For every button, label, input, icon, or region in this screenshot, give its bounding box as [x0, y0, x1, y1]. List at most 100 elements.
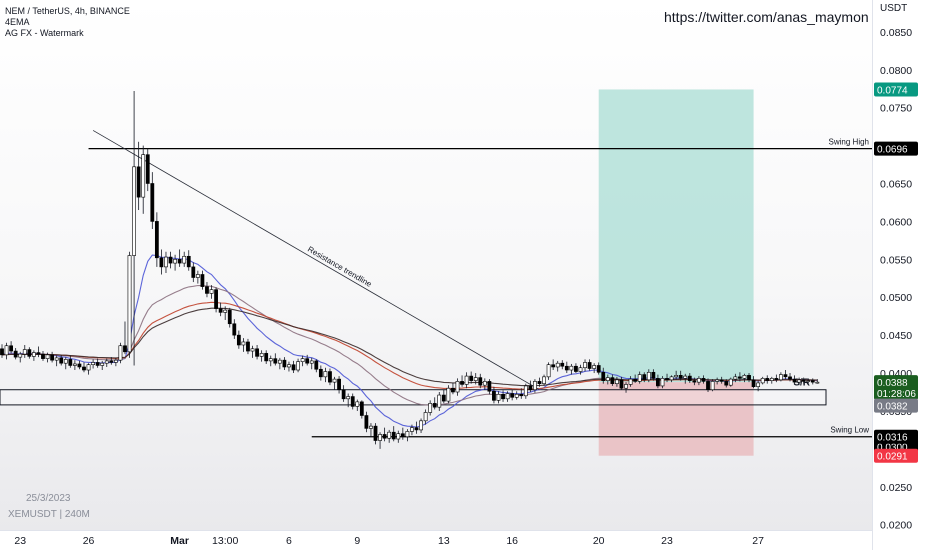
- candle-body[interactable]: [31, 352, 36, 357]
- candle-body[interactable]: [747, 375, 751, 381]
- candle-body[interactable]: [446, 387, 451, 402]
- candle-body[interactable]: [482, 381, 487, 386]
- candle-body[interactable]: [232, 323, 237, 336]
- candle-body[interactable]: [756, 382, 761, 387]
- indicator-ema-legend[interactable]: 4EMA: [5, 17, 30, 27]
- candle-body[interactable]: [788, 376, 792, 380]
- candle-body[interactable]: [382, 434, 387, 439]
- candle-body[interactable]: [674, 375, 679, 378]
- candle-body[interactable]: [22, 349, 27, 355]
- candle-body[interactable]: [396, 433, 401, 440]
- candle-body[interactable]: [523, 385, 528, 397]
- candle-body[interactable]: [364, 415, 369, 429]
- candle-body[interactable]: [637, 374, 642, 382]
- candle-body[interactable]: [191, 266, 196, 278]
- candle-body[interactable]: [255, 348, 259, 357]
- candle-body[interactable]: [533, 381, 537, 391]
- candle-body[interactable]: [669, 376, 674, 381]
- candle-body[interactable]: [733, 376, 738, 380]
- candle-body[interactable]: [683, 375, 688, 379]
- candle-body[interactable]: [469, 375, 474, 381]
- candle-body[interactable]: [186, 255, 191, 268]
- candle-body[interactable]: [806, 380, 811, 382]
- candle-body[interactable]: [205, 286, 209, 294]
- candle-body[interactable]: [45, 354, 50, 359]
- candle-body[interactable]: [815, 381, 820, 384]
- candle-body[interactable]: [209, 289, 214, 294]
- candle-body[interactable]: [168, 256, 173, 264]
- candle-body[interactable]: [605, 377, 610, 381]
- candle-body[interactable]: [391, 431, 396, 440]
- candle-body[interactable]: [596, 365, 601, 373]
- candle-body[interactable]: [615, 379, 619, 384]
- candle-body[interactable]: [227, 309, 232, 325]
- candle-body[interactable]: [350, 396, 355, 407]
- candle-body[interactable]: [236, 334, 241, 346]
- candle-body[interactable]: [145, 154, 150, 184]
- candle-body[interactable]: [492, 390, 496, 401]
- candle-body[interactable]: [587, 362, 592, 369]
- candle-body[interactable]: [792, 378, 797, 383]
- candle-body[interactable]: [309, 360, 314, 364]
- candle-body[interactable]: [551, 364, 556, 368]
- ema-4-line[interactable]: [1, 307, 818, 387]
- candle-body[interactable]: [328, 371, 332, 383]
- candle-body[interactable]: [355, 401, 360, 407]
- candle-body[interactable]: [710, 381, 715, 391]
- candle-body[interactable]: [555, 362, 560, 368]
- candle-body[interactable]: [432, 403, 437, 408]
- candle-body[interactable]: [797, 379, 802, 383]
- candle-body[interactable]: [273, 358, 278, 364]
- candle-body[interactable]: [701, 378, 706, 382]
- indicator-watermark-legend[interactable]: AG FX - Watermark: [5, 28, 84, 38]
- candle-body[interactable]: [141, 154, 146, 198]
- candle-body[interactable]: [346, 396, 351, 400]
- candle-body[interactable]: [118, 345, 123, 361]
- candle-body[interactable]: [460, 381, 464, 385]
- candle-body[interactable]: [473, 377, 478, 381]
- candle-body[interactable]: [373, 425, 378, 441]
- candle-body[interactable]: [692, 380, 697, 383]
- sr-zone-box[interactable]: [0, 389, 827, 406]
- candle-body[interactable]: [642, 374, 647, 381]
- candle-body[interactable]: [113, 359, 118, 363]
- candle-body[interactable]: [510, 393, 515, 398]
- candle-body[interactable]: [277, 359, 282, 364]
- candle-body[interactable]: [455, 381, 460, 393]
- candle-body[interactable]: [195, 274, 200, 278]
- candle-body[interactable]: [451, 387, 455, 393]
- candle-body[interactable]: [779, 374, 783, 381]
- candle-body[interactable]: [546, 364, 551, 378]
- candle-body[interactable]: [41, 353, 45, 359]
- candle-body[interactable]: [82, 366, 86, 371]
- candle-body[interactable]: [68, 359, 73, 366]
- candle-body[interactable]: [706, 381, 710, 391]
- resistance-trendline[interactable]: [92, 130, 540, 391]
- candle-body[interactable]: [719, 379, 724, 382]
- candle-body[interactable]: [173, 259, 177, 264]
- candle-body[interactable]: [423, 412, 428, 422]
- candle-body[interactable]: [27, 349, 32, 357]
- candle-body[interactable]: [574, 365, 578, 372]
- candle-body[interactable]: [18, 353, 23, 358]
- candle-body[interactable]: [624, 384, 628, 389]
- candle-body[interactable]: [200, 274, 205, 287]
- stop-loss-zone[interactable]: [598, 382, 754, 456]
- candle-body[interactable]: [132, 166, 136, 256]
- candle-body[interactable]: [774, 378, 779, 381]
- candle-body[interactable]: [428, 403, 433, 413]
- candle-body[interactable]: [109, 360, 114, 363]
- candle-body[interactable]: [724, 381, 729, 386]
- candle-body[interactable]: [54, 357, 59, 361]
- candle-body[interactable]: [619, 379, 624, 389]
- candle-body[interactable]: [86, 364, 91, 371]
- candle-body[interactable]: [505, 393, 510, 400]
- candle-body[interactable]: [369, 425, 373, 429]
- candle-body[interactable]: [287, 364, 291, 368]
- candle-body[interactable]: [154, 221, 159, 259]
- candle-body[interactable]: [400, 433, 405, 438]
- candle-body[interactable]: [542, 376, 546, 384]
- candle-body[interactable]: [246, 341, 250, 352]
- candle-body[interactable]: [410, 427, 414, 432]
